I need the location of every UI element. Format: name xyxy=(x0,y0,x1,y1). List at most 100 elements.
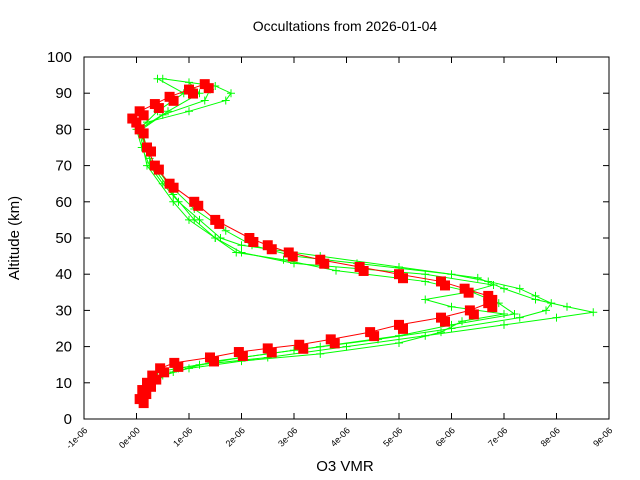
data-point xyxy=(552,313,561,322)
data-point xyxy=(542,306,550,315)
data-point xyxy=(500,310,508,319)
data-point xyxy=(188,88,198,99)
data-point xyxy=(440,316,450,327)
data-point xyxy=(159,367,170,378)
data-point xyxy=(169,197,178,206)
data-point xyxy=(138,398,149,409)
data-point xyxy=(153,103,164,114)
data-point xyxy=(153,74,162,83)
data-point xyxy=(487,294,498,305)
data-point xyxy=(173,361,184,372)
data-point xyxy=(221,96,230,105)
data-point xyxy=(146,146,156,157)
data-point xyxy=(266,244,277,255)
data-point xyxy=(332,266,340,275)
data-point xyxy=(168,182,179,193)
data-point xyxy=(458,317,466,326)
data-point xyxy=(237,351,248,362)
y-tick-label: 20 xyxy=(55,339,72,356)
data-point xyxy=(484,277,493,286)
y-tick-label: 40 xyxy=(55,266,72,283)
data-point xyxy=(473,273,482,282)
y-tick-label: 60 xyxy=(55,194,72,211)
ticks-layer: -1e-06 0e+00 1e-06 2e-06 3e-06 4e-06 5e-06 6e-0… xyxy=(47,49,614,451)
data-point xyxy=(138,128,149,139)
data-point xyxy=(468,309,479,320)
x-tick-label: 2e-06 xyxy=(224,425,247,448)
data-point xyxy=(203,83,214,94)
x-tick-label: 5e-06 xyxy=(381,425,404,448)
data-point xyxy=(164,107,172,116)
data-point xyxy=(563,302,571,311)
data-point xyxy=(440,280,450,291)
data-point xyxy=(138,110,149,121)
data-point xyxy=(500,320,508,329)
data-point xyxy=(227,89,235,98)
data-point xyxy=(232,248,241,257)
data-point xyxy=(447,324,456,333)
data-point xyxy=(316,349,325,358)
data-point xyxy=(531,291,540,300)
data-point xyxy=(146,381,156,392)
data-point xyxy=(209,356,219,367)
data-point xyxy=(398,273,408,284)
data-point xyxy=(358,265,369,276)
data-point xyxy=(437,328,445,337)
data-point xyxy=(131,117,142,128)
x-tick-label: 0e+00 xyxy=(117,425,142,450)
y-tick-label: 100 xyxy=(47,49,72,66)
series-line xyxy=(138,81,505,377)
y-tick-label: 90 xyxy=(55,85,72,102)
series-occultation-2 xyxy=(135,78,508,380)
data-point xyxy=(487,302,498,313)
series-occultation-4 xyxy=(137,85,556,376)
data-point xyxy=(141,389,152,400)
y-tick-label: 70 xyxy=(55,158,72,175)
y-axis-label: Altitude (km) xyxy=(6,196,23,280)
data-point xyxy=(369,331,380,342)
data-point xyxy=(510,310,519,319)
data-point xyxy=(515,313,524,322)
data-point xyxy=(190,215,199,224)
x-tick-label: 9e-06 xyxy=(591,425,614,448)
x-tick-label: 6e-06 xyxy=(434,425,457,448)
data-point xyxy=(237,241,246,250)
data-point xyxy=(153,164,164,175)
series-layer xyxy=(127,74,598,409)
chart-title: Occultations from 2026-01-04 xyxy=(253,18,438,34)
data-point xyxy=(547,299,556,308)
data-point xyxy=(447,302,456,311)
data-point xyxy=(279,255,288,264)
data-point xyxy=(214,218,225,229)
data-point xyxy=(500,284,508,293)
data-point xyxy=(287,251,298,262)
y-tick-label: 50 xyxy=(55,230,72,247)
data-point xyxy=(421,295,430,304)
data-point xyxy=(290,346,298,355)
x-tick-label: -1e-06 xyxy=(64,425,89,450)
data-point xyxy=(447,270,456,279)
data-point xyxy=(463,287,474,298)
data-point xyxy=(395,338,403,347)
y-tick-label: 80 xyxy=(55,121,72,138)
data-point xyxy=(248,237,259,247)
data-point xyxy=(185,107,193,116)
data-point xyxy=(168,95,179,106)
data-point xyxy=(221,226,230,235)
data-point xyxy=(151,374,162,385)
data-point xyxy=(329,338,340,349)
data-point xyxy=(298,343,309,354)
series-line xyxy=(141,89,553,373)
x-tick-label: 8e-06 xyxy=(539,425,562,448)
x-tick-label: 1e-06 xyxy=(171,425,194,448)
data-point xyxy=(211,234,220,242)
data-point xyxy=(589,308,598,317)
x-tick-label: 7e-06 xyxy=(486,425,509,448)
data-point xyxy=(398,323,408,334)
series-mean-profile xyxy=(127,79,498,409)
data-point xyxy=(515,284,524,293)
data-point xyxy=(266,347,277,358)
y-tick-label: 30 xyxy=(55,302,72,319)
